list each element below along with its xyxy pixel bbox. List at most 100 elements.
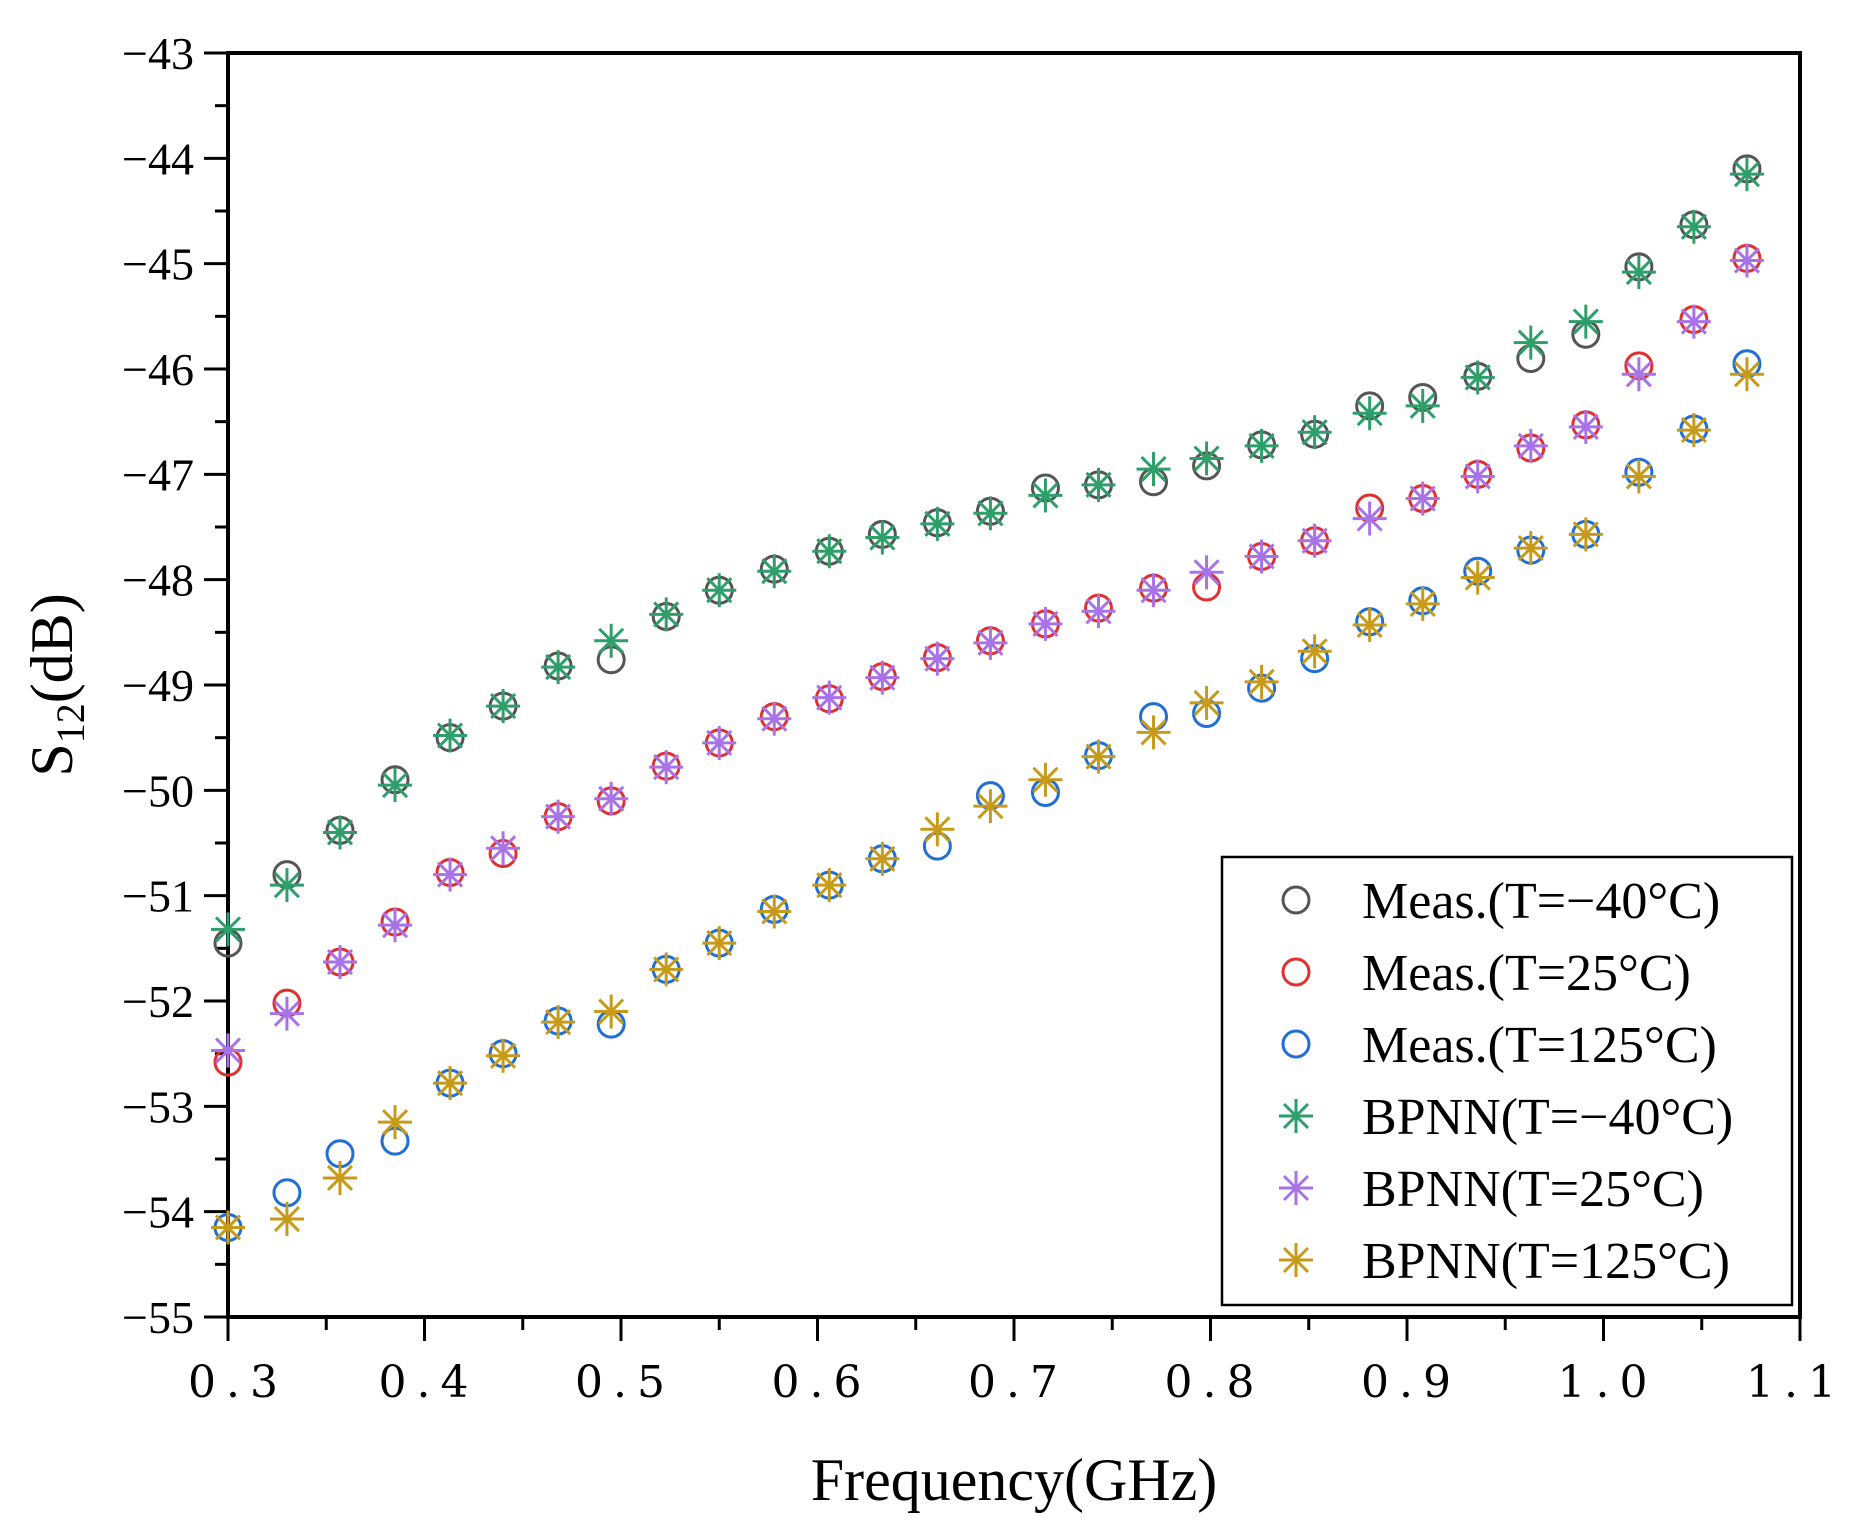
legend-marker	[1281, 885, 1311, 915]
legend-items: Meas.(T=−40°C) Meas.(T=25°C) Meas.(T=125°C…	[1279, 873, 1733, 1290]
data-point	[649, 750, 684, 785]
data-point	[269, 868, 304, 903]
data-point	[1028, 606, 1063, 641]
data-point	[323, 1160, 358, 1195]
y-tick-label: −46	[122, 344, 194, 395]
data-point	[1621, 255, 1656, 290]
data-point	[211, 912, 245, 947]
data-point	[1729, 243, 1764, 278]
data-point	[1405, 481, 1440, 516]
x-tick-label: 0.4	[379, 1357, 479, 1408]
y-tick-label: −48	[122, 555, 194, 606]
x-axis-title: Frequency(GHz)	[811, 1447, 1218, 1513]
x-tick-label: 1.1	[1746, 1357, 1846, 1408]
data-point	[433, 718, 468, 753]
legend-label: Meas.(T=125°C)	[1362, 1017, 1717, 1074]
data-point	[1676, 304, 1711, 339]
data-point	[594, 781, 629, 816]
legend-label: BPNN(T=125°C)	[1362, 1233, 1730, 1290]
data-point	[649, 597, 684, 632]
data-point	[1460, 560, 1495, 595]
data-point	[486, 831, 521, 866]
y-tick-label: −52	[122, 976, 194, 1027]
series-5	[211, 243, 1764, 1068]
data-point	[865, 841, 900, 876]
data-point	[1081, 739, 1116, 774]
x-tick-label: 0.5	[575, 1357, 675, 1408]
data-point	[1405, 586, 1440, 621]
data-point	[323, 945, 358, 980]
legend-marker	[1279, 1099, 1313, 1133]
legend-marker	[1281, 1029, 1311, 1059]
legend: Meas.(T=−40°C) Meas.(T=25°C) Meas.(T=125°C…	[1220, 855, 1794, 1307]
legend-label: BPNN(T=25°C)	[1362, 1161, 1704, 1218]
data-point	[1676, 209, 1711, 244]
data-point	[1621, 357, 1656, 392]
x-tick-label: 0.8	[1165, 1357, 1265, 1408]
data-point	[757, 894, 792, 929]
data-point	[594, 623, 629, 658]
y-tick-label: −55	[122, 1292, 194, 1343]
data-point	[1352, 501, 1387, 536]
data-point	[920, 812, 955, 847]
data-point	[973, 625, 1008, 660]
x-tick-label: 0.3	[188, 1357, 288, 1408]
data-point	[378, 768, 413, 803]
data-point	[1081, 467, 1116, 502]
data-point	[272, 1178, 302, 1208]
data-point	[323, 815, 358, 850]
data-point	[1729, 357, 1764, 392]
data-point	[649, 952, 684, 987]
data-point	[486, 1038, 521, 1073]
x-tick-label: 1.0	[1558, 1357, 1658, 1408]
data-point	[702, 926, 737, 961]
data-point	[1028, 762, 1063, 797]
data-point	[812, 680, 847, 715]
legend-marker	[1279, 1171, 1313, 1205]
data-point	[1676, 413, 1711, 448]
x-axis-ticks: 0.3 0.4 0.5 0.6 0.7 0.8 0.9 1.0 1.1	[188, 1317, 1846, 1408]
data-point	[486, 689, 521, 724]
data-point	[269, 1202, 304, 1237]
data-point	[211, 1210, 245, 1245]
y-tick-label: −50	[122, 765, 194, 816]
legend-label: Meas.(T=25°C)	[1362, 945, 1691, 1002]
y-tick-label: −47	[122, 449, 194, 500]
data-point	[269, 996, 304, 1031]
data-point	[1460, 360, 1495, 395]
data-point	[865, 660, 900, 695]
x-tick-label: 0.6	[772, 1357, 872, 1408]
data-point	[433, 857, 468, 892]
data-point	[1405, 388, 1440, 423]
y-tick-label: −53	[122, 1081, 194, 1132]
data-point	[433, 1066, 468, 1101]
data-point	[378, 1105, 413, 1140]
data-points	[211, 154, 1764, 1245]
y-axis-title: S12(dB)	[19, 593, 93, 776]
y-tick-label: −43	[122, 28, 194, 79]
data-point	[1352, 607, 1387, 642]
data-point	[812, 534, 847, 569]
series-6	[211, 357, 1764, 1245]
data-point	[1513, 531, 1548, 566]
data-point	[973, 789, 1008, 824]
data-point	[1244, 664, 1279, 699]
y-axis-title-main: S	[19, 743, 85, 776]
data-point	[1352, 396, 1387, 431]
data-point	[1136, 573, 1171, 608]
data-point	[1297, 415, 1332, 450]
y-axis-ticks: −43 −44 −45 −46 −47 −48 −49 −50 −51 −52 −53 −54 −55	[122, 28, 228, 1343]
data-point	[702, 573, 737, 608]
data-point	[1189, 555, 1224, 590]
legend-box	[1220, 855, 1794, 1307]
data-point	[702, 725, 737, 760]
legend-label: Meas.(T=−40°C)	[1362, 873, 1720, 930]
y-axis-title-subscript: 12	[48, 703, 93, 743]
data-point	[757, 554, 792, 589]
data-point	[865, 520, 900, 555]
data-point	[973, 496, 1008, 531]
y-axis-title-unit: (dB)	[19, 593, 85, 703]
x-tick-label: 0.7	[968, 1357, 1068, 1408]
data-point	[1028, 478, 1063, 513]
